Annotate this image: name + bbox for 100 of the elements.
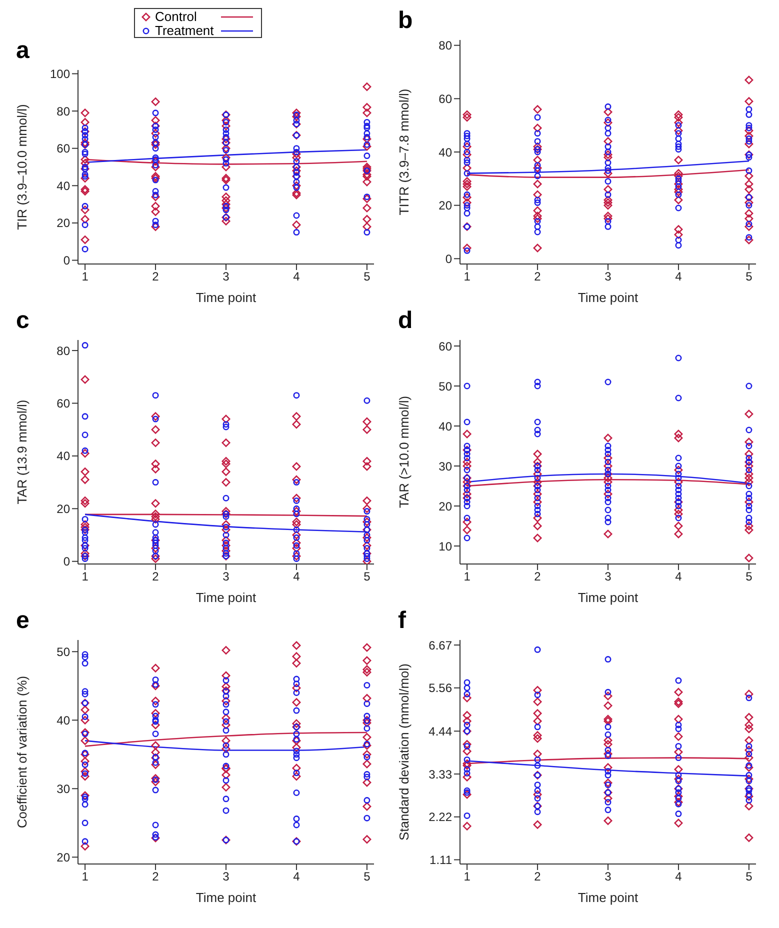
y-tick-label: 0 xyxy=(63,554,70,569)
point xyxy=(675,789,682,796)
point xyxy=(462,761,472,770)
point xyxy=(675,722,682,728)
legend-label: Treatment xyxy=(155,23,215,38)
point xyxy=(744,478,754,486)
point xyxy=(604,750,612,758)
y-tick-label: 20 xyxy=(56,850,70,864)
point xyxy=(82,537,88,544)
point xyxy=(674,765,683,774)
y-tick-label: 50 xyxy=(438,379,452,394)
point xyxy=(533,731,542,740)
point xyxy=(674,688,683,696)
point xyxy=(533,534,542,542)
point xyxy=(744,450,754,458)
y-tick-label: 40 xyxy=(438,419,452,434)
y-tick-label: 80 xyxy=(438,38,452,53)
point xyxy=(604,746,612,754)
point xyxy=(744,690,754,698)
point xyxy=(675,772,682,778)
point xyxy=(293,526,300,533)
point xyxy=(674,530,683,538)
point xyxy=(152,542,159,549)
point xyxy=(604,454,612,462)
point xyxy=(462,518,472,526)
point xyxy=(364,508,370,515)
point xyxy=(533,490,542,498)
x-tick-label: 5 xyxy=(364,870,371,884)
point xyxy=(533,734,542,743)
point xyxy=(364,397,370,404)
point xyxy=(533,498,542,506)
y-tick-label: 4.44 xyxy=(428,724,452,738)
y-tick-label: 30 xyxy=(438,459,452,474)
point xyxy=(152,540,159,546)
point xyxy=(82,534,88,541)
point xyxy=(152,416,159,422)
y-tick-label: 5.56 xyxy=(428,681,452,696)
point xyxy=(604,724,612,730)
point xyxy=(604,692,612,700)
y-tick-label: 2.22 xyxy=(428,810,452,824)
point xyxy=(604,772,612,778)
point xyxy=(674,798,683,806)
point xyxy=(744,763,754,772)
y-tick-label: 50 xyxy=(56,644,70,659)
x-tick-label: 5 xyxy=(746,270,753,284)
point xyxy=(152,521,159,528)
point xyxy=(364,521,370,528)
y-tick-label: 20 xyxy=(438,499,452,514)
point xyxy=(464,789,470,796)
x-axis-title: Time point xyxy=(578,590,638,605)
point xyxy=(464,742,470,750)
point xyxy=(222,544,230,552)
point xyxy=(604,701,612,710)
point xyxy=(604,478,612,486)
point xyxy=(533,470,542,478)
point xyxy=(293,392,300,399)
chart-title: f xyxy=(397,607,407,634)
point xyxy=(604,530,612,538)
point xyxy=(604,763,612,772)
point xyxy=(675,778,682,784)
point xyxy=(462,458,472,466)
point xyxy=(744,746,754,754)
y-tick-label: 0 xyxy=(63,254,70,268)
point xyxy=(744,802,754,810)
point xyxy=(604,798,612,806)
point xyxy=(675,742,682,750)
point xyxy=(675,795,682,802)
point xyxy=(674,430,683,438)
y-tick-label: 10 xyxy=(438,539,452,554)
point xyxy=(604,736,612,745)
point xyxy=(674,522,683,530)
point xyxy=(604,462,612,470)
y-tick-label: 60 xyxy=(438,92,452,106)
point xyxy=(462,694,472,702)
y-tick-label: 6.67 xyxy=(428,638,452,652)
point xyxy=(533,716,542,726)
point xyxy=(744,470,754,478)
x-tick-label: 2 xyxy=(152,270,160,284)
point xyxy=(746,791,752,798)
point xyxy=(744,724,754,734)
point xyxy=(744,720,754,730)
y-axis-title: TAR (13.9 mmol/l) xyxy=(14,400,30,504)
point xyxy=(464,770,470,776)
point xyxy=(534,787,541,794)
point xyxy=(534,692,541,698)
point xyxy=(674,818,683,828)
point xyxy=(533,514,542,522)
x-tick-label: 4 xyxy=(293,870,300,884)
point xyxy=(82,432,88,438)
point xyxy=(152,534,159,541)
point xyxy=(746,797,752,804)
x-tick-label: 2 xyxy=(152,870,160,884)
point xyxy=(604,474,612,482)
point xyxy=(364,544,370,552)
point xyxy=(674,732,683,741)
point xyxy=(364,532,370,538)
point xyxy=(152,548,159,554)
x-tick-label: 1 xyxy=(82,570,89,584)
point xyxy=(744,522,754,530)
x-tick-label: 1 xyxy=(464,870,471,884)
